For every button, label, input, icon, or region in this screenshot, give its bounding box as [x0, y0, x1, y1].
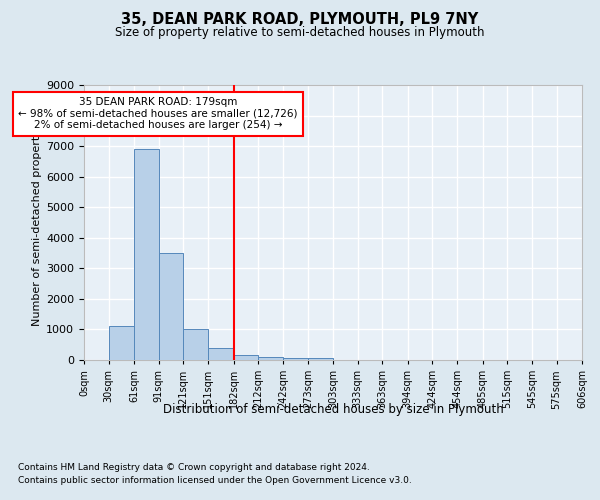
- Text: 35, DEAN PARK ROAD, PLYMOUTH, PL9 7NY: 35, DEAN PARK ROAD, PLYMOUTH, PL9 7NY: [121, 12, 479, 28]
- Bar: [109, 326, 134, 360]
- Bar: [233, 356, 258, 360]
- Bar: [208, 348, 233, 360]
- Bar: [283, 358, 308, 360]
- Text: Contains HM Land Registry data © Crown copyright and database right 2024.: Contains HM Land Registry data © Crown c…: [18, 462, 370, 471]
- Text: Distribution of semi-detached houses by size in Plymouth: Distribution of semi-detached houses by …: [163, 402, 503, 415]
- Text: Size of property relative to semi-detached houses in Plymouth: Size of property relative to semi-detach…: [115, 26, 485, 39]
- Text: Contains public sector information licensed under the Open Government Licence v3: Contains public sector information licen…: [18, 476, 412, 485]
- Bar: [258, 357, 283, 360]
- Y-axis label: Number of semi-detached properties: Number of semi-detached properties: [32, 120, 42, 326]
- Bar: [184, 330, 208, 360]
- Bar: [308, 358, 333, 360]
- Bar: [134, 149, 159, 360]
- Text: 35 DEAN PARK ROAD: 179sqm
← 98% of semi-detached houses are smaller (12,726)
2% : 35 DEAN PARK ROAD: 179sqm ← 98% of semi-…: [18, 97, 298, 130]
- Bar: [159, 253, 184, 360]
